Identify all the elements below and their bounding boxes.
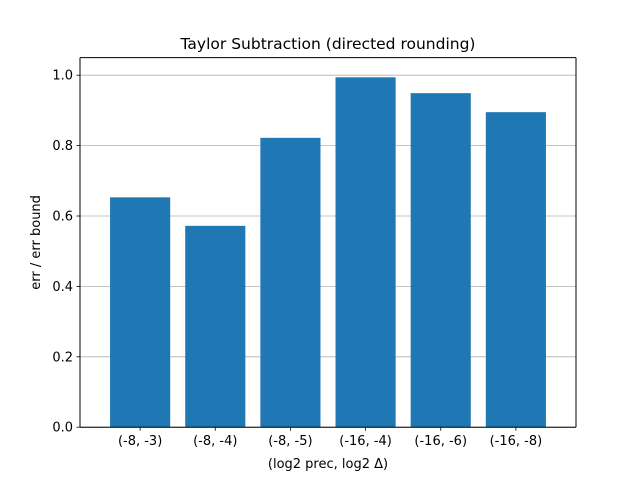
y-axis-label: err / err bound	[29, 195, 44, 290]
y-tick-label: 0.0	[52, 421, 73, 436]
x-tick-label: (-16, -6)	[414, 434, 467, 449]
x-tick-label: (-16, -8)	[490, 434, 543, 449]
bar	[260, 137, 321, 428]
bars	[110, 77, 546, 428]
y-tick-label: 0.8	[52, 139, 73, 154]
bar	[110, 197, 171, 428]
x-tick-label: (-8, -5)	[268, 434, 312, 449]
bar	[485, 112, 546, 428]
axes-frame	[79, 57, 577, 428]
x-tick-label: (-8, -4)	[193, 434, 237, 449]
y-axis-ticks: 0.0 0.2 0.4 0.6 0.8 1.0	[52, 69, 80, 436]
y-tick-label: 0.2	[52, 350, 73, 365]
y-tick-label: 1.0	[52, 69, 73, 84]
x-axis-ticks: (-8, -3) (-8, -4) (-8, -5) (-16, -4) (-16, -…	[118, 427, 542, 449]
y-tick-label: 0.4	[52, 280, 73, 295]
y-tick-label: 0.6	[52, 210, 73, 225]
x-axis-label: (log2 prec, log2 Δ)	[268, 457, 388, 472]
bar	[185, 225, 246, 428]
bar	[410, 93, 471, 428]
x-tick-label: (-16, -4)	[339, 434, 392, 449]
chart-title: Taylor Subtraction (directed rounding)	[180, 35, 476, 53]
bar	[335, 77, 396, 428]
x-tick-label: (-8, -3)	[118, 434, 162, 449]
